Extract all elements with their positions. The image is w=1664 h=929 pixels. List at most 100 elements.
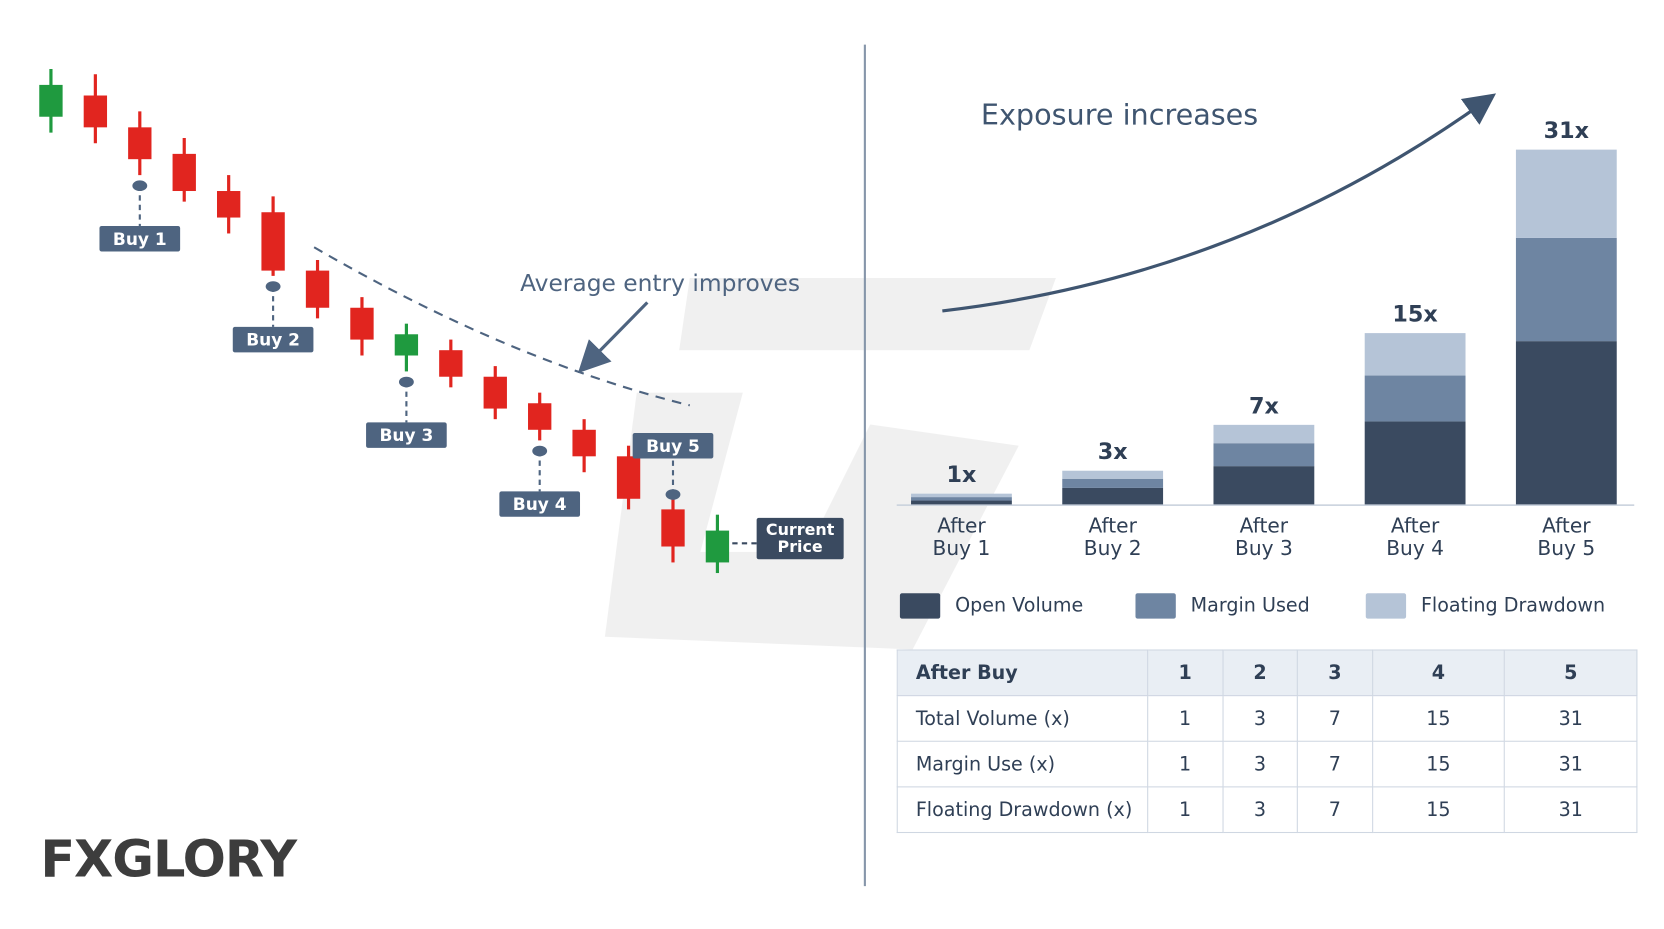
- table-cell: 1: [1147, 695, 1224, 742]
- candle-body: [216, 191, 241, 218]
- table-cell: 31: [1504, 740, 1638, 788]
- buy-label: Buy 5: [646, 437, 700, 457]
- candle-body: [572, 429, 596, 457]
- table-header-cell: After Buy: [896, 649, 1149, 697]
- table-header-cell: 1: [1147, 649, 1224, 697]
- table-cell: 1: [1147, 786, 1224, 834]
- chart-title: Exposure increases: [981, 98, 1258, 132]
- legend-label: Floating Drawdown: [1420, 594, 1606, 617]
- value-label: 1x: [947, 462, 977, 488]
- candle-body: [483, 376, 507, 409]
- logo: FXGLORY: [40, 829, 297, 890]
- buy-label: Buy 2: [246, 331, 300, 351]
- buy-label: Buy 1: [113, 230, 167, 250]
- candle-body: [394, 334, 419, 356]
- value-label: 3x: [1098, 439, 1128, 465]
- candle-body: [661, 509, 685, 547]
- bar-segment: [911, 497, 1012, 501]
- bar-segment: [1364, 375, 1466, 422]
- buy-dot: [398, 376, 414, 388]
- bar-segment: [1515, 341, 1617, 506]
- candle-body: [261, 212, 285, 271]
- candle-body: [705, 530, 730, 563]
- table: After Buy 1 2 3 4 5 Total Volume (x) 1 3 7 15 31 Mar…: [896, 649, 1638, 834]
- buy-label-box: [632, 432, 714, 459]
- table-cell: 15: [1371, 786, 1506, 834]
- table-cell: 31: [1504, 786, 1638, 834]
- x-tick-label: After Buy 3: [1234, 514, 1293, 561]
- bar-segment: [1364, 421, 1466, 506]
- table-cell: 1: [1147, 740, 1224, 788]
- table-cell: 3: [1222, 786, 1298, 834]
- table-header-cell: 2: [1222, 649, 1298, 697]
- bar-segment: [1213, 424, 1315, 444]
- x-tick-label: After Buy 5: [1537, 514, 1596, 561]
- buy-label-box: [232, 326, 314, 353]
- buy-label-box: [499, 491, 581, 517]
- current-price-box: [756, 517, 844, 560]
- annotation: Average entry improves: [520, 269, 800, 297]
- table-row: Total Volume (x) 1 3 7 15 31: [896, 695, 1638, 742]
- buy-label: Buy 3: [379, 426, 433, 446]
- table-cell: 7: [1296, 695, 1373, 742]
- table-cell: Total Volume (x): [896, 695, 1149, 742]
- buy-label-box: [99, 226, 181, 252]
- candle-body: [128, 127, 152, 160]
- buy-dot: [665, 489, 681, 500]
- table-cell: 3: [1222, 695, 1298, 742]
- bar-segment: [911, 500, 1012, 506]
- x-tick-label: After Buy 1: [932, 514, 991, 561]
- bar-segment: [1062, 487, 1164, 506]
- table-row: Floating Drawdown (x) 1 3 7 15 31: [896, 786, 1638, 834]
- bar-segment: [1515, 149, 1617, 238]
- table-cell: 15: [1371, 740, 1506, 788]
- candle-body: [305, 270, 330, 308]
- buy-dot: [265, 281, 281, 292]
- x-tick-label: After Buy 4: [1386, 514, 1444, 561]
- legend-label: Open Volume: [955, 594, 1084, 617]
- bar-segment: [1062, 478, 1164, 488]
- candle-body: [350, 307, 374, 340]
- candle-body: [83, 95, 108, 128]
- table-header-row: After Buy 1 2 3 4 5: [896, 649, 1638, 697]
- table-cell: 7: [1296, 740, 1373, 788]
- table-cell: 31: [1504, 695, 1638, 742]
- current-price-label: Current Price: [765, 519, 835, 557]
- bar-segment: [1515, 237, 1617, 342]
- exposure-arrow: [942, 93, 1497, 313]
- x-tick-label: After Buy 2: [1083, 514, 1142, 561]
- candle-body: [528, 403, 552, 430]
- current-price-wrap: Current Price: [765, 519, 835, 557]
- table-cell: 7: [1296, 786, 1373, 834]
- bar-segment: [1213, 443, 1315, 467]
- value-label: 15x: [1392, 302, 1438, 328]
- legend-swatch: [1135, 593, 1176, 619]
- buy-label-box: [366, 422, 447, 448]
- bar-segment: [1062, 470, 1164, 479]
- table-header-cell: 5: [1504, 649, 1638, 697]
- legend-swatch: [899, 593, 941, 619]
- table-row: Margin Use (x) 1 3 7 15 31: [896, 740, 1638, 788]
- candle-body: [172, 153, 196, 192]
- bar-segment: [1364, 333, 1466, 376]
- table-header-cell: 3: [1296, 649, 1373, 697]
- annotation-arrow: [577, 301, 649, 374]
- buy-label: Buy 4: [513, 495, 567, 515]
- value-label: 31x: [1544, 118, 1590, 144]
- table-cell: Margin Use (x): [896, 740, 1149, 788]
- table-cell: Floating Drawdown (x): [896, 786, 1149, 834]
- candle-body: [616, 456, 641, 499]
- table-header-cell: 4: [1371, 649, 1506, 697]
- candle-body: [439, 350, 463, 377]
- legend-label: Margin Used: [1190, 594, 1310, 617]
- bar-segment: [1213, 466, 1315, 506]
- value-label: 7x: [1249, 393, 1279, 419]
- table-cell: 3: [1222, 740, 1298, 788]
- average-line: [313, 246, 691, 407]
- bar-segment: [911, 493, 1012, 498]
- buy-dot: [532, 445, 548, 457]
- candle-body: [39, 84, 63, 117]
- table-cell: 15: [1371, 695, 1506, 742]
